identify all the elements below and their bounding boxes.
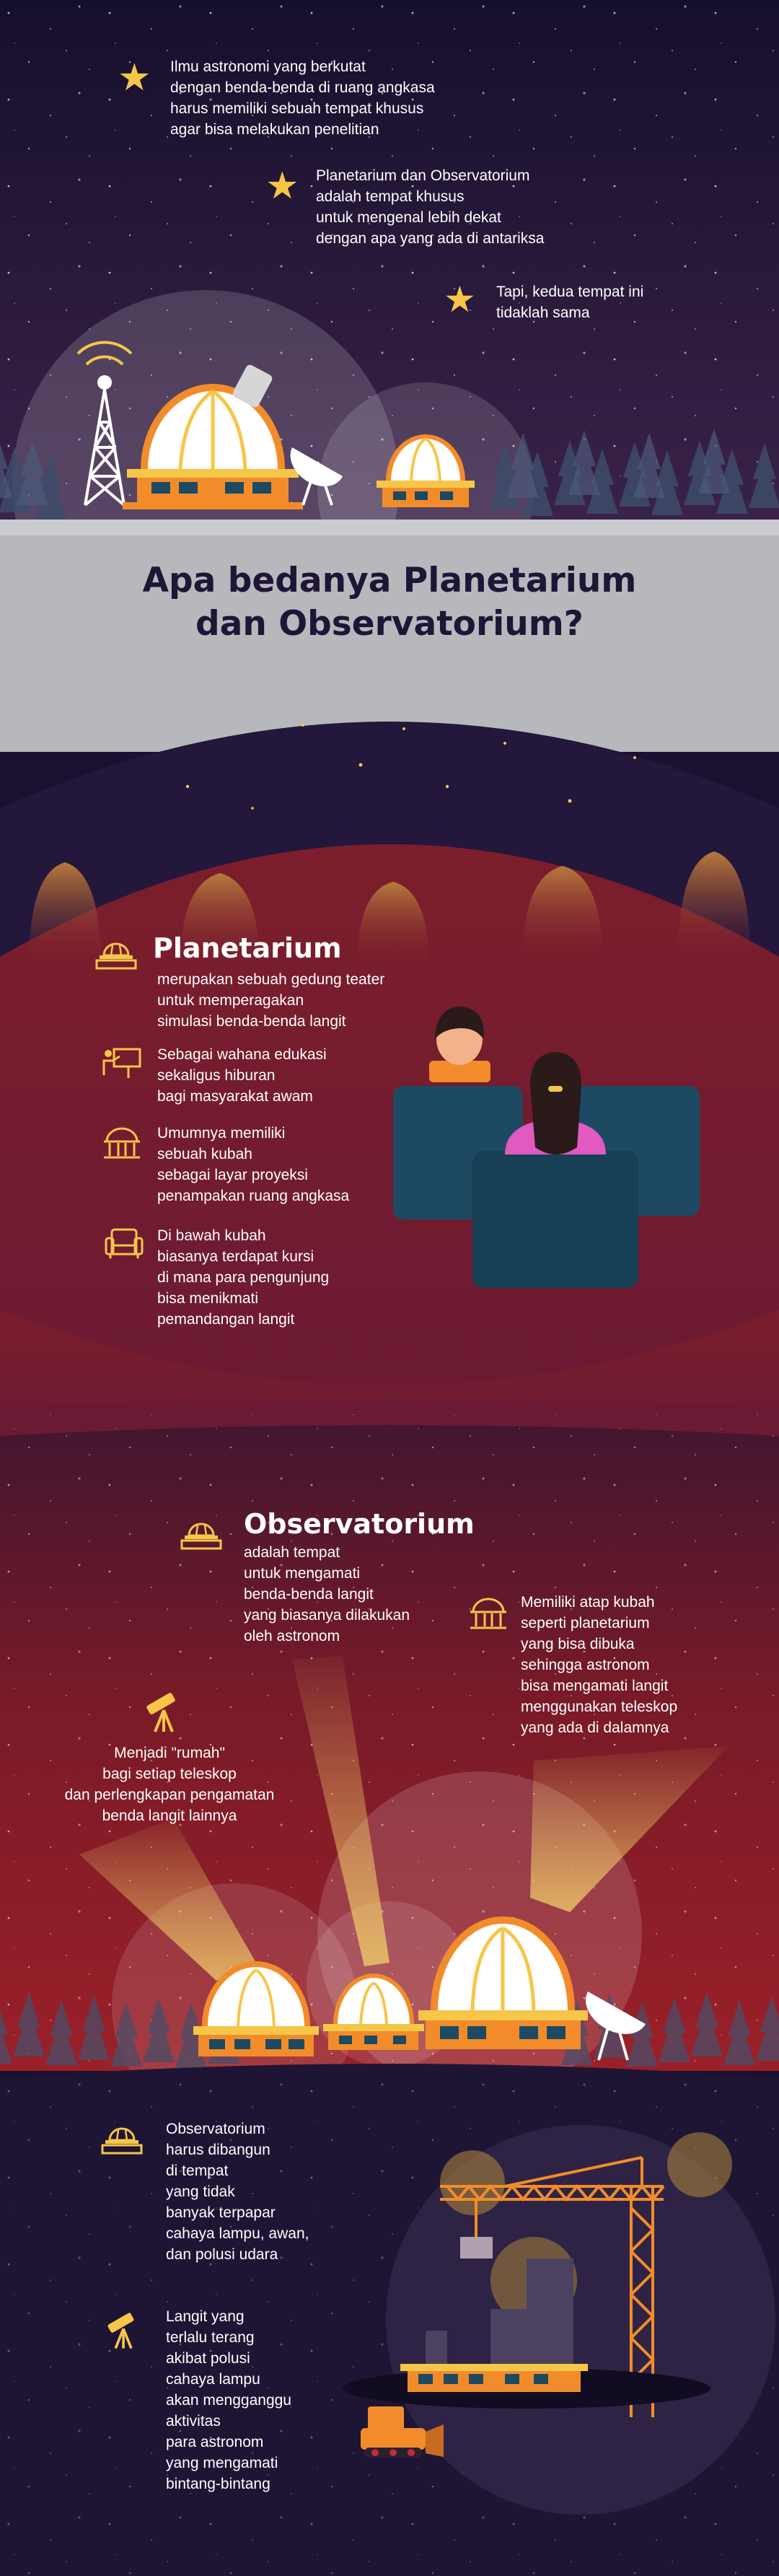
observatorium-desc: adalah tempat untuk mengamati benda-bend…: [244, 1544, 410, 1644]
planetarium-point-1: Sebagai wahana edukasi sekaligus hiburan…: [157, 1046, 327, 1105]
location-build-text: Observatorium harus dibangun di tempat y…: [166, 2121, 309, 2263]
telescope-icon: [146, 1693, 175, 1732]
dome-icon: [470, 1598, 506, 1629]
intro-text-1: Ilmu astronomi yang berkutat dengan bend…: [170, 58, 435, 138]
armchair-icon: [105, 1228, 144, 1258]
observatorium-roof-text: Memiliki atap kubah seperti planetarium …: [521, 1594, 678, 1736]
location-light-text: Langit yang terlalu terang akibat polusi…: [166, 2308, 291, 2492]
star-icon: ★: [265, 165, 299, 207]
intro-text-2: Planetarium dan Observatorium adalah tem…: [316, 167, 545, 247]
banner-line-2: dan Observatorium?: [195, 604, 584, 644]
intro-text-3: Tapi, kedua tempat ini tidaklah sama: [496, 284, 644, 321]
observatory-icon: [180, 1523, 222, 1550]
telescope-icon: [107, 2313, 134, 2349]
observatorium-title: Observatorium: [244, 1508, 475, 1540]
teacher-board-icon: [102, 1048, 141, 1078]
banner-line-1: Apa bedanya Planetarium: [142, 561, 637, 600]
dome-icon: [104, 1127, 140, 1159]
planetarium-desc: merupakan sebuah gedung teater untuk mem…: [157, 971, 385, 1030]
planetarium-point-2: Umumnya memiliki sebuah kubah sebagai la…: [157, 1125, 350, 1204]
banner-title: Apa bedanya Planetarium dan Observatoriu…: [0, 559, 779, 646]
star-icon: ★: [118, 57, 151, 99]
star-icon: ★: [444, 279, 476, 320]
planetarium-point-3: Di bawah kubah biasanya terdapat kursi d…: [157, 1227, 330, 1328]
dome-building-icon: [95, 942, 137, 970]
observatory-icon: [101, 2127, 143, 2155]
observatorium-home-text: Menjadi "rumah" bagi setiap teleskop dan…: [64, 1745, 275, 1824]
planetarium-title: Planetarium: [153, 932, 342, 964]
